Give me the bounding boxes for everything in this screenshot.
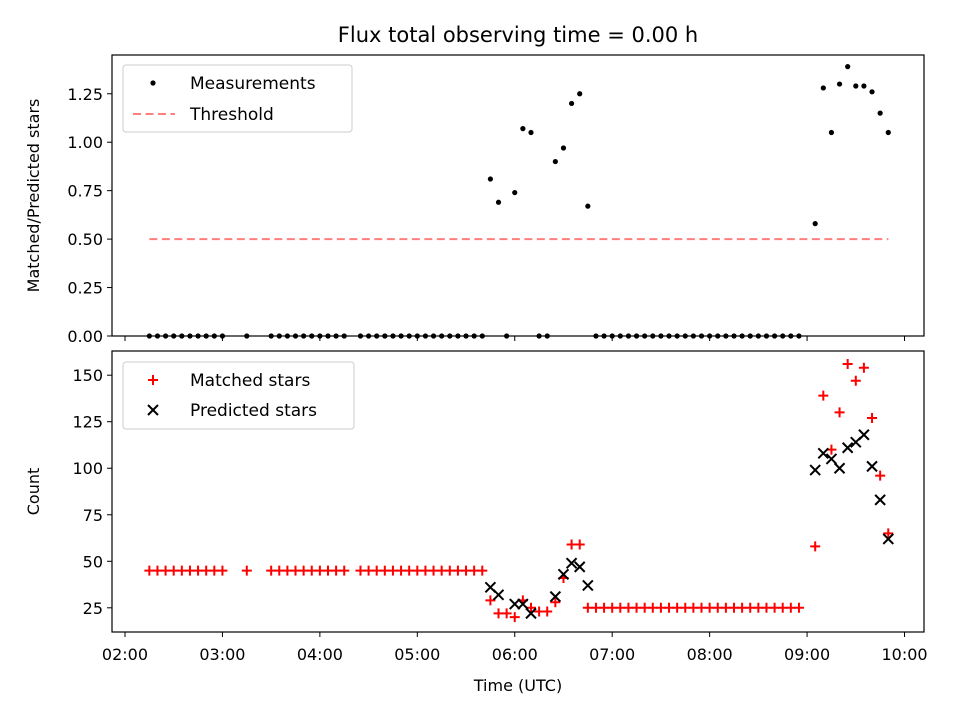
matched-star-point	[550, 597, 561, 608]
predicted-star-point	[866, 460, 878, 473]
matched-star-point	[477, 565, 488, 576]
y-tick-label: 0.25	[67, 279, 103, 298]
measurement-point	[812, 221, 818, 227]
measurement-point	[585, 203, 591, 209]
matched-star-point	[542, 606, 553, 617]
predicted-star-point	[509, 598, 521, 610]
measurement-point	[560, 145, 567, 151]
y-tick-label: 0.50	[67, 230, 103, 249]
y-tick-label: 75	[83, 506, 103, 525]
measurement-point	[528, 129, 534, 136]
measurement-point	[836, 81, 843, 87]
measurement-point	[877, 110, 883, 116]
measurement-point	[512, 189, 518, 196]
predicted-star-point	[574, 561, 586, 573]
axes-frame	[111, 54, 925, 337]
predicted-star-point	[557, 568, 570, 581]
matched-star-point	[883, 528, 894, 539]
legend-label-measurements: Measurements	[190, 74, 316, 94]
matched-star-point	[217, 565, 228, 576]
matched-star-point	[501, 608, 512, 619]
x-tick-label: 04:00	[297, 645, 343, 664]
predicted-star-point	[825, 453, 838, 465]
x-tick-label: 06:00	[492, 645, 538, 664]
measurement-point	[577, 91, 583, 97]
legend-matched-marker	[148, 375, 158, 385]
matched-star-point	[810, 541, 821, 552]
measurement-point	[828, 129, 835, 136]
predicted-star-point	[582, 579, 594, 592]
legend-box	[122, 64, 353, 133]
x-tick-label: 10:00	[881, 645, 927, 664]
measurement-point	[861, 83, 867, 89]
predicted-star-point	[833, 462, 846, 474]
measurement-point	[568, 100, 575, 107]
measurement-point	[487, 176, 493, 182]
predicted-star-point	[874, 494, 886, 506]
y-tick-label: 150	[72, 366, 103, 385]
matched-star-point	[834, 407, 845, 418]
x-tick-label: 02:00	[102, 645, 148, 664]
matched-star-point	[793, 602, 804, 613]
predicted-star-point	[841, 442, 854, 454]
matched-star-point	[842, 359, 853, 370]
chart-title: Flux total observing time = 0.00 h	[338, 23, 698, 47]
x-axis-label: Time (UTC)	[473, 676, 562, 695]
top-legend: Measurements Threshold	[122, 64, 353, 133]
matched-star-point	[485, 595, 496, 606]
predicted-star-point	[809, 464, 821, 476]
matched-star-point	[858, 362, 869, 373]
predicted-star-point	[549, 590, 562, 603]
matched-star-point	[509, 612, 520, 623]
legend-label-threshold: Threshold	[189, 105, 274, 125]
predicted-star-point	[492, 589, 505, 601]
matched-star-point	[574, 539, 585, 550]
matched-star-point	[339, 565, 350, 576]
x-tick-label: 08:00	[687, 645, 733, 664]
matched-star-point	[867, 412, 878, 423]
legend-label-predicted: Predicted stars	[190, 401, 317, 421]
predicted-star-point	[565, 557, 578, 569]
measurement-point	[495, 199, 502, 205]
measurement-point	[520, 126, 526, 132]
predicted-star-point	[817, 447, 830, 460]
y-tick-label: 0.00	[67, 327, 103, 346]
measurement-point	[869, 89, 875, 95]
legend-label-matched: Matched stars	[190, 371, 310, 391]
matched-star-point	[818, 390, 829, 401]
measurement-point	[853, 83, 859, 89]
predicted-star-point	[525, 607, 537, 620]
legend-measurement-marker	[150, 80, 156, 86]
y-tick-label: 1.00	[67, 133, 103, 152]
x-tick-label: 07:00	[589, 645, 635, 664]
measurement-point	[845, 64, 851, 70]
legend-box	[122, 361, 355, 430]
predicted-star-point	[858, 429, 870, 441]
x-tick-label: 05:00	[394, 645, 440, 664]
bottom-panel: 25 50 75 100 125 150 02:00 03:00 04:00 05:00 06:00…	[24, 350, 928, 695]
bottom-legend: Matched stars Predicted stars	[122, 361, 355, 430]
y-tick-label: 50	[83, 552, 103, 571]
matched-star-point	[241, 565, 252, 576]
legend-predicted-marker	[147, 404, 159, 416]
y-tick-label: 25	[83, 599, 103, 618]
axes-frame	[111, 350, 925, 633]
x-tick-label: 03:00	[199, 645, 245, 664]
x-tick-label: 09:00	[784, 645, 830, 664]
measurement-point	[820, 85, 826, 91]
matched-star-point	[875, 470, 886, 481]
measurement-point	[552, 158, 558, 165]
top-panel: 0.00 0.25 0.50 0.75 1.00 1.25 Matched/Predicte…	[24, 54, 925, 346]
predicted-star-point	[517, 598, 529, 610]
y-axis-label: Count	[24, 468, 43, 516]
measurement-point	[885, 129, 891, 136]
y-tick-label: 100	[72, 459, 103, 478]
matched-star-point	[850, 375, 861, 386]
y-tick-label: 0.75	[67, 182, 103, 201]
y-axis-label: Matched/Predicted stars	[24, 99, 43, 293]
y-tick-label: 1.25	[67, 85, 103, 104]
predicted-star-point	[882, 533, 894, 545]
y-tick-label: 125	[72, 413, 103, 432]
